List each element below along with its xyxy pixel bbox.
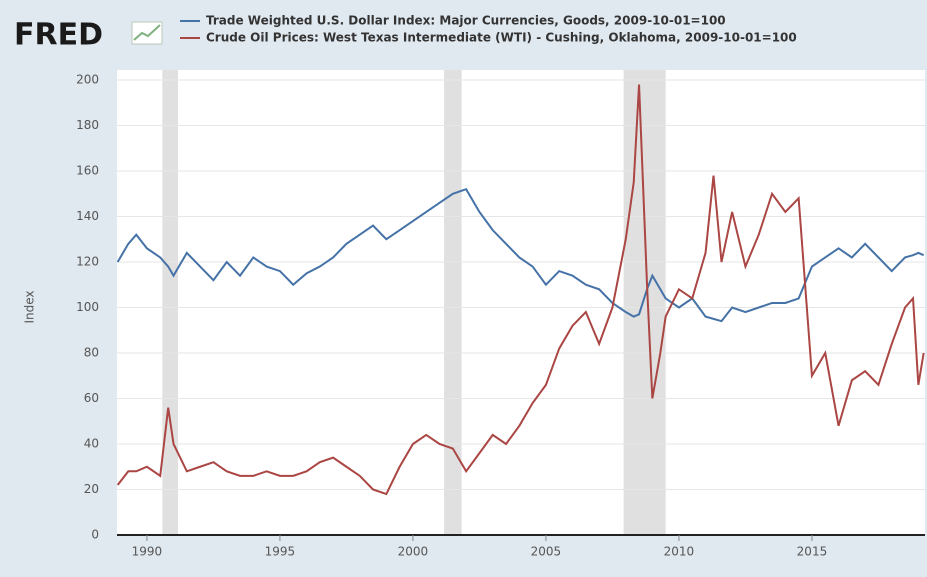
y-tick-label: 180 <box>76 118 99 132</box>
x-tick-label: 2010 <box>664 545 695 559</box>
x-tick-label: 1995 <box>265 545 296 559</box>
plot-area <box>117 70 925 535</box>
y-axis-label: Index <box>23 290 37 323</box>
x-tick-label: 1990 <box>132 545 163 559</box>
legend-label: Crude Oil Prices: West Texas Intermediat… <box>206 31 797 45</box>
y-tick-label: 160 <box>76 164 99 178</box>
recession-band <box>623 70 666 535</box>
y-tick-label: 120 <box>76 255 99 269</box>
logo-icon <box>131 21 163 45</box>
y-tick-label: 200 <box>76 73 99 87</box>
x-tick-label: 2005 <box>531 545 562 559</box>
logo: FRED <box>14 18 103 53</box>
series-line <box>116 187 925 323</box>
recession-band <box>444 70 462 535</box>
recession-band <box>162 70 179 535</box>
legend-label: Trade Weighted U.S. Dollar Index: Major … <box>206 14 726 28</box>
x-tick-label: 2000 <box>398 545 429 559</box>
y-tick-label: 140 <box>76 209 99 223</box>
y-tick-label: 80 <box>84 346 99 360</box>
x-tick-label: 2015 <box>797 545 828 559</box>
y-tick-label: 40 <box>84 437 99 451</box>
y-tick-label: 100 <box>76 300 99 314</box>
series-line <box>116 84 925 496</box>
y-tick-label: 0 <box>91 528 99 542</box>
y-tick-label: 60 <box>84 391 99 405</box>
y-tick-label: 20 <box>84 482 99 496</box>
